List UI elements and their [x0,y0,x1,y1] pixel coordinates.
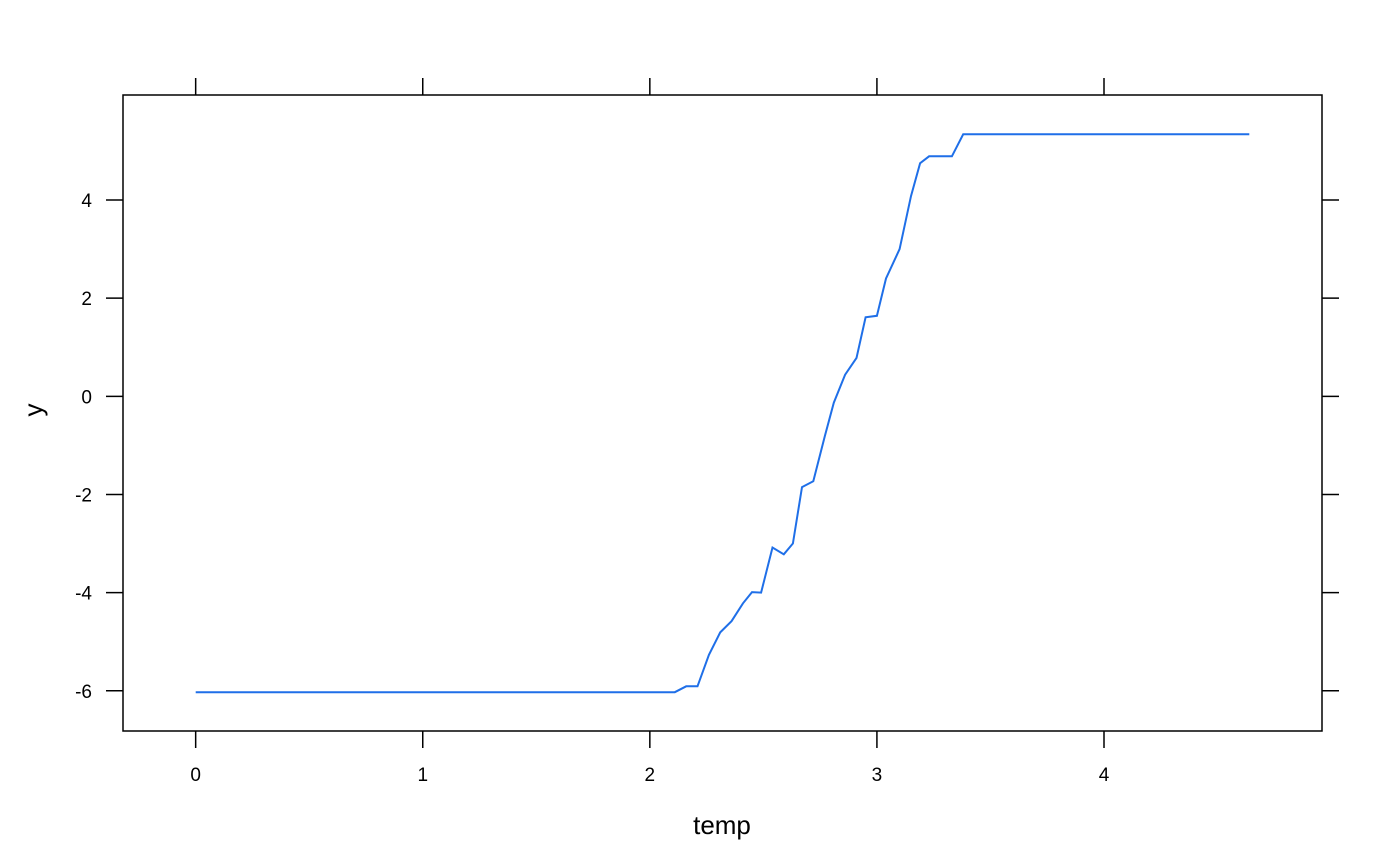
y-tick-label: 0 [81,387,92,408]
y-axis-title: y [18,404,48,417]
x-tick-label: 3 [872,765,883,786]
y-tick-label: -2 [75,485,92,506]
y-tick-label: -4 [75,584,92,605]
y-tick-labels: -6 -4 -2 0 2 4 [75,191,92,703]
x-tick-label: 2 [645,765,656,786]
y-tick-label: 2 [81,289,92,310]
y-tick-label: 4 [81,191,92,212]
x-tick-label: 0 [190,765,201,786]
x-axis-title: temp [693,810,751,840]
series-line [195,133,1250,694]
x-axis-ticks-bottom [194,731,1105,748]
x-tick-label: 1 [417,765,428,786]
x-tick-label: 4 [1099,765,1110,786]
x-tick-labels: 0 1 2 3 4 [190,765,1109,786]
y-axis-ticks-right [1322,199,1339,692]
y-tick-label: -6 [75,682,92,703]
plot-frame [122,94,1323,732]
y-axis-ticks-left [106,199,123,692]
x-axis-ticks-top [194,78,1105,95]
